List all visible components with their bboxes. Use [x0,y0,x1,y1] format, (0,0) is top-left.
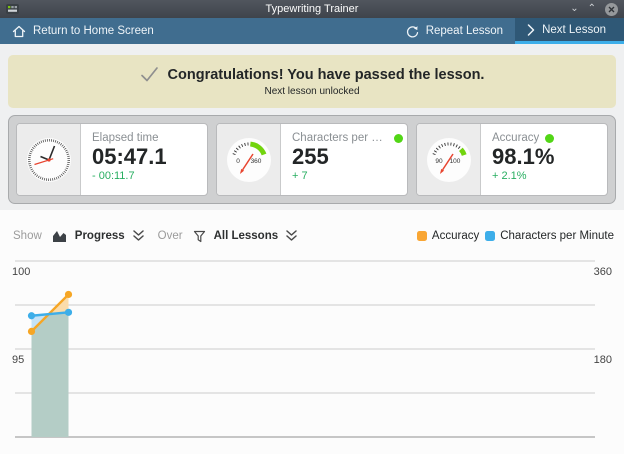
stat-value: 98.1% [492,144,555,169]
window-title: Typewriting Trainer [265,3,359,15]
elapsed-time-card: Elapsed time 05:47.1 - 00:11.7 [16,123,208,196]
toolbar: Return to Home Screen Repeat Lesson Next… [0,18,624,44]
over-selector[interactable]: All Lessons [193,230,298,243]
maximize-icon[interactable]: ⌃ [587,3,596,14]
svg-text:0: 0 [236,158,240,165]
repeat-lesson-button[interactable]: Repeat Lesson [394,18,515,44]
svg-text:360: 360 [594,266,612,278]
checkmark-icon [140,67,158,82]
stat-value: 05:47.1 [92,144,167,169]
legend-item-cpm: Characters per Minute [485,230,614,242]
svg-text:95: 95 [12,354,24,366]
svg-text:360: 360 [250,158,261,165]
over-value: All Lessons [213,230,279,242]
stat-delta: + 7 [292,170,308,182]
return-home-label: Return to Home Screen [33,25,154,37]
stat-delta: + 2.1% [492,170,527,182]
banner-subtitle: Next lesson unlocked [264,86,360,97]
area-chart-icon [52,231,66,242]
show-selector[interactable]: Progress [52,229,144,243]
app-icon [6,4,19,14]
next-lesson-label: Next Lesson [542,23,606,36]
chevron-right-icon [527,23,535,36]
stat-delta: - 00:11.7 [92,170,135,182]
stat-label: Characters per Min... [292,132,388,144]
chart-controls: Show Progress Over All Lessons [13,224,614,248]
svg-text:90: 90 [435,158,443,165]
stats-panel: Elapsed time 05:47.1 - 00:11.7 0 360 [8,115,616,204]
double-chevron-down-icon [286,230,297,241]
over-label: Over [157,230,183,242]
cpm-swatch [485,231,496,241]
accuracy-card: 90 100 Accuracy 98.1% + 2.1% [416,123,608,196]
filter-funnel-icon [193,230,205,242]
stat-label: Elapsed time [92,132,159,144]
progress-section: Show Progress Over All Lessons [0,210,624,454]
clock-icon [26,137,71,182]
show-label: Show [13,230,42,242]
banner-title: Congratulations! You have passed the les… [167,66,485,83]
return-home-button[interactable]: Return to Home Screen [0,18,166,44]
status-indicator-dot [394,133,403,143]
close-icon[interactable] [605,2,618,16]
refresh-icon [406,25,418,37]
legend-item-accuracy: Accuracy [416,230,479,242]
minimize-icon[interactable]: ⌄ [570,3,579,14]
stat-value: 255 [292,144,329,169]
svg-text:100: 100 [449,158,460,165]
status-indicator-dot [545,133,555,143]
next-lesson-button[interactable]: Next Lesson [515,18,624,44]
svg-text:100: 100 [12,266,30,278]
congratulations-banner: Congratulations! You have passed the les… [8,55,616,108]
accuracy-swatch [416,231,427,241]
progress-chart: 100 95 360 180 [12,260,612,438]
show-value: Progress [74,230,125,242]
cpm-card: 0 360 Characters per Min... 255 + 7 [216,123,408,196]
repeat-lesson-label: Repeat Lesson [425,25,504,37]
home-icon [12,25,26,37]
double-chevron-down-icon [132,230,144,241]
accuracy-gauge-icon: 90 100 [426,137,471,182]
chart-legend: Accuracy Characters per Minute [416,230,614,242]
speed-gauge-icon: 0 360 [226,137,271,182]
stat-label: Accuracy [492,132,540,144]
svg-text:180: 180 [594,354,612,366]
titlebar: Typewriting Trainer ⌄ ⌃ [0,0,624,18]
